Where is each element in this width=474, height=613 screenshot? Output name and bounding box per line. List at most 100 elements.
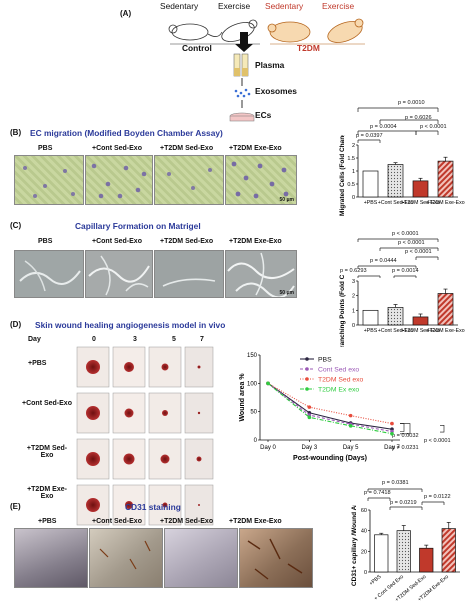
d-bracket-2	[400, 423, 411, 435]
chart-b: 0 0.5 1 1.5 2 +PBS +Cont Sed-Exo+T2DM Sed-Exo+…	[339, 135, 465, 216]
c-micrograph-cont-sed	[85, 250, 153, 298]
y-tick-label: 100	[247, 381, 258, 387]
panel-a-label: (A)	[120, 9, 132, 18]
x-tick-label-3: Day 7	[384, 445, 400, 451]
d-day-header: Day	[28, 336, 41, 343]
c-pvalue-1: p < 0.0001	[392, 231, 419, 237]
e-micrograph-cont-sed	[89, 528, 163, 588]
series-point-3-0	[266, 381, 270, 386]
series-point-3-1	[307, 415, 312, 420]
group-label-sed-t2dm: Sedentary	[265, 1, 304, 11]
c-image-label-4: +T2DM Exe-Exo	[229, 238, 282, 245]
d-row-label-t2dm-exe: +T2DM Exe-Exo	[27, 486, 67, 500]
chart-d: 0 50 100 150 Day 0 Day 3 Day 5 Day 7 Post-woundi…	[239, 353, 445, 462]
group-label-ex-t2dm: Exercise	[322, 1, 355, 11]
x-tick-label-3: +T2DM Exe-Exo	[426, 328, 464, 334]
series-line-2	[267, 382, 393, 425]
y-tick-label: 2	[352, 143, 355, 149]
plasma-label: Plasma	[255, 60, 285, 70]
ecs-label: ECs	[255, 110, 272, 120]
mouse-icon-3	[267, 21, 311, 43]
b-micrograph-pbs	[14, 155, 84, 205]
bar-1	[387, 307, 404, 326]
c-pvalue-5: p = 0.6293	[340, 268, 367, 274]
c-pvalue-4: p = 0.0444	[370, 258, 397, 264]
legend-marker-0	[305, 357, 309, 361]
mice-illustration	[168, 18, 365, 45]
series-point-3-2	[348, 424, 353, 428]
x-tick-label-0: +PBS	[364, 328, 378, 334]
bar-3	[437, 293, 454, 326]
b-pvalue-1: p = 0.0010	[398, 100, 425, 106]
series-line-0	[267, 382, 393, 430]
y-tick-label: 150	[247, 353, 258, 359]
bar-2	[412, 180, 429, 198]
plasma-exosome-workflow	[229, 32, 255, 122]
d-pvalue-1: p = 0.0032	[392, 433, 419, 439]
legend-label-2: T2DM Sed exo	[318, 377, 364, 384]
e-micrograph-pbs	[14, 528, 88, 588]
legend-label-0: PBS	[318, 357, 332, 364]
y-tick-label: 60	[361, 508, 367, 514]
y-tick-label: 1.5	[347, 156, 355, 162]
legend-label-3: T2DM Ex exo	[318, 387, 359, 394]
e-pvalue-4: p = 0.0122	[424, 494, 451, 500]
series-point-2-3	[390, 421, 394, 426]
x-tick-label-0: +PBS	[368, 574, 383, 588]
c-image-label-1: PBS	[38, 238, 53, 245]
bar-0	[374, 534, 389, 573]
group-label-sed-control: Sedentary	[160, 1, 199, 11]
b-micrograph-cont-sed	[85, 155, 153, 205]
x-tick-label-2: +T2DM Sed-Exo	[401, 328, 440, 334]
c-sig-brackets	[357, 238, 439, 278]
bar-3	[441, 528, 456, 573]
b-micrograph-t2dm-exe: 50 μm	[225, 155, 297, 205]
b-micrograph-t2dm-sed	[154, 155, 224, 205]
c-micrograph-t2dm-exe: 50 μm	[225, 250, 297, 298]
d-day-5: 5	[172, 336, 176, 343]
wound-photo-cells	[76, 346, 214, 526]
wound-spots	[86, 360, 202, 512]
legend-marker-3	[305, 387, 309, 391]
e-image-label-2: +Cont Sed-Exo	[92, 518, 142, 525]
b-scale-bar: 50 μm	[279, 197, 294, 203]
d-bracket-1	[400, 423, 405, 432]
chart-c: 0 1 2 3 +PBS +Cont Sed-Exo+T2DM Sed-Exo+T2DM …	[339, 275, 465, 347]
y-tick-label: 0	[364, 570, 367, 576]
b-image-label-3: +T2DM Sed-Exo	[160, 145, 214, 152]
e-pvalue-2: p = 0.7418	[364, 490, 391, 496]
c-scale-bar: 50 μm	[279, 290, 294, 296]
c-micrograph-pbs	[14, 250, 84, 298]
d-pvalue-3: p < 0.0001	[424, 438, 451, 444]
series-point-2-2	[348, 413, 353, 418]
e-image-label-1: +PBS	[38, 518, 57, 525]
c-micrograph-t2dm-sed	[154, 250, 224, 298]
b-pvalue-3: p = 0.0004	[370, 124, 397, 130]
t2dm-label: T2DM	[297, 43, 320, 53]
bar-2	[412, 316, 429, 326]
y-tick-label: 20	[361, 549, 367, 555]
bar-0	[362, 170, 379, 198]
panel-c-title: Capillary Formation on Matrigel	[75, 221, 201, 231]
series-point-3-3	[390, 431, 394, 436]
d-day-0: 0	[92, 336, 96, 343]
y-tick-label: 50	[250, 410, 257, 416]
e-micrograph-t2dm-exe	[239, 528, 313, 588]
mouse-icon-4	[327, 18, 364, 43]
c-pvalue-3: p < 0.0001	[405, 249, 432, 255]
d-day-7: 7	[200, 336, 204, 343]
e-sig-brackets	[367, 488, 445, 510]
d-day-3: 3	[133, 336, 137, 343]
y-tick-label: 2	[352, 294, 355, 300]
series-point-2-1	[307, 405, 312, 409]
y-tick-label: 1	[352, 169, 355, 175]
x-tick-label-1: +Cont Sed-Exo	[378, 328, 413, 334]
tube-icon	[233, 53, 249, 77]
d-row-label-cont-sed: +Cont Sed-Exo	[22, 400, 72, 407]
b-sig-brackets	[357, 107, 439, 143]
exosomes-label: Exosomes	[255, 86, 297, 96]
panel-d-title: Skin wound healing angiogenesis model in…	[35, 320, 226, 330]
c-image-label-3: +T2DM Sed-Exo	[160, 238, 214, 245]
x-tick-label-0: Day 0	[260, 445, 276, 451]
